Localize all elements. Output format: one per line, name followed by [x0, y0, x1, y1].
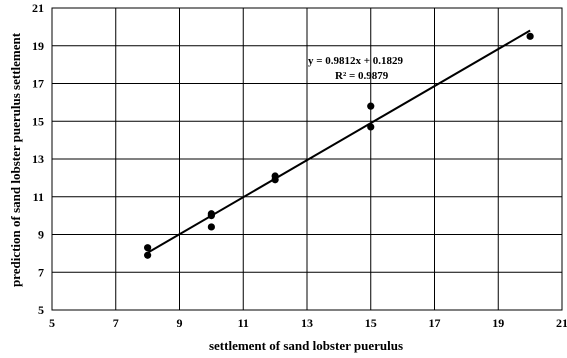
data-point [207, 223, 215, 231]
x-tick-label: 5 [49, 316, 55, 330]
x-tick-label: 13 [301, 316, 313, 330]
y-tick-label: 19 [32, 39, 44, 53]
y-tick-label: 13 [32, 152, 44, 166]
data-point [207, 212, 215, 220]
x-tick-label: 17 [429, 316, 441, 330]
gridlines [51, 7, 563, 311]
y-tick-labels: 5 7 9 11 13 15 17 19 21 [32, 1, 44, 317]
y-tick-label: 21 [32, 1, 44, 15]
data-point [144, 244, 152, 252]
x-tick-label: 7 [113, 316, 119, 330]
trendline-equation: y = 0.9812x + 0.1829 [308, 55, 404, 67]
data-point [367, 102, 375, 110]
data-point [144, 251, 152, 259]
y-tick-label: 7 [38, 265, 44, 279]
y-axis-title: prediction of sand lobster puerulus sett… [8, 32, 23, 287]
y-tick-label: 17 [32, 77, 44, 91]
y-tick-label: 11 [33, 190, 44, 204]
x-tick-label: 11 [238, 316, 249, 330]
x-tick-label: 15 [365, 316, 377, 330]
x-axis-title: settlement of sand lobster puerulus [209, 338, 403, 353]
x-tick-labels: 5 7 9 11 13 15 17 19 21 [49, 316, 567, 330]
data-points [144, 32, 534, 259]
x-tick-label: 9 [177, 316, 183, 330]
x-tick-label: 19 [492, 316, 504, 330]
r-squared-label: R² = 0.9879 [335, 70, 389, 82]
data-point [271, 176, 279, 184]
y-tick-label: 5 [38, 303, 44, 317]
y-tick-label: 9 [38, 228, 44, 242]
x-tick-label: 21 [556, 316, 567, 330]
data-point [526, 32, 534, 40]
data-point [367, 123, 375, 131]
y-tick-label: 15 [32, 114, 44, 128]
